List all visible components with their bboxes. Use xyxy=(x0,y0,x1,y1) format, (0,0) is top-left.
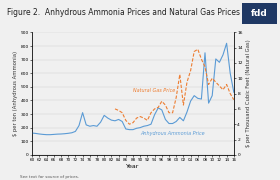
Text: See text for source of prices.: See text for source of prices. xyxy=(20,175,79,179)
Text: fdd: fdd xyxy=(251,9,268,18)
Text: Natural Gas Price: Natural Gas Price xyxy=(133,88,175,93)
Text: Figure 2.  Anhydrous Ammonia Prices and Natural Gas Prices: Figure 2. Anhydrous Ammonia Prices and N… xyxy=(7,8,240,17)
Y-axis label: $ per ton (Anhydrous Ammonia): $ per ton (Anhydrous Ammonia) xyxy=(13,51,18,136)
X-axis label: Year: Year xyxy=(126,164,140,169)
Text: Anhydrous Ammonia Price: Anhydrous Ammonia Price xyxy=(140,131,205,136)
Y-axis label: $ per Thousand Cubic Feet (Natural Gas): $ per Thousand Cubic Feet (Natural Gas) xyxy=(246,40,251,147)
